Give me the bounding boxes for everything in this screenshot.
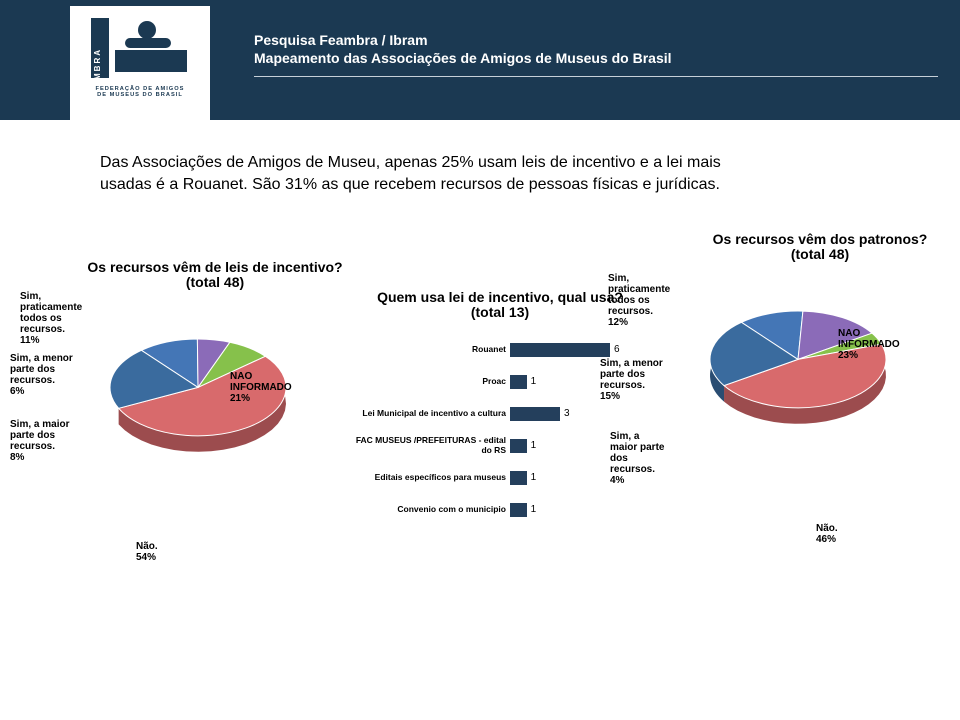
pie-svg bbox=[700, 301, 896, 434]
pie1-title: Os recursos vêm de leis de incentivo? (t… bbox=[60, 260, 370, 291]
pie-slice-label: NAOINFORMADO21% bbox=[230, 371, 292, 404]
bar-row: FAC MUSEUS /PREFEITURAS - edital do RS 1 bbox=[350, 435, 650, 457]
pie2-title: Os recursos vêm dos patronos? (total 48) bbox=[680, 232, 960, 263]
bar bbox=[510, 375, 527, 389]
pie2-title-text: Os recursos vêm dos patronos? bbox=[713, 231, 928, 247]
logo: FEAMBRA FEDERAÇÃO DE AMIGOS DE MUSEUS DO… bbox=[70, 6, 210, 120]
header-divider bbox=[254, 76, 938, 77]
pie-slice-label: Não.46% bbox=[816, 523, 838, 545]
bar-track: 6 bbox=[510, 343, 620, 357]
bar-label: Lei Municipal de incentivo a cultura bbox=[350, 409, 510, 418]
bar-track: 3 bbox=[510, 407, 620, 421]
bar-track: 1 bbox=[510, 471, 620, 485]
pie-slice-label: Sim,praticamentetodos osrecursos.12% bbox=[608, 273, 670, 328]
header-title: Pesquisa Feambra / Ibram Mapeamento das … bbox=[254, 32, 672, 66]
pie-chart-incentivo: Os recursos vêm de leis de incentivo? (t… bbox=[20, 260, 370, 591]
bar bbox=[510, 503, 527, 517]
pie-slice-label: Sim,praticamentetodos osrecursos.11% bbox=[20, 291, 82, 346]
pie-slice-label: Não.54% bbox=[136, 541, 158, 563]
pie-slice-label: Sim, a maiorparte dosrecursos.8% bbox=[10, 419, 69, 463]
pie2-subtitle: (total 48) bbox=[791, 246, 849, 262]
bar-value: 1 bbox=[531, 472, 537, 483]
pie-slice-label: Sim, amaior partedosrecursos.4% bbox=[610, 431, 664, 486]
bar-value: 1 bbox=[531, 440, 537, 451]
bar bbox=[510, 343, 610, 357]
header-line1: Pesquisa Feambra / Ibram bbox=[254, 32, 672, 48]
bar bbox=[510, 471, 527, 485]
pie1-title-text: Os recursos vêm de leis de incentivo? bbox=[87, 259, 342, 275]
main-text: Das Associações de Amigos de Museu, apen… bbox=[100, 152, 721, 195]
pie-slice-label: Sim, a menorparte dosrecursos.15% bbox=[600, 358, 663, 402]
bar-row: Convenio com o municipio 1 bbox=[350, 499, 650, 521]
bar-label: Editais específicos para museus bbox=[350, 473, 510, 482]
pie-slice-label: Sim, a menorparte dosrecursos.6% bbox=[10, 353, 73, 397]
bar-title: Quem usa lei de incentivo, qual usa? (to… bbox=[350, 290, 650, 321]
bar-subtitle: (total 13) bbox=[471, 304, 529, 320]
bar-value: 6 bbox=[614, 344, 620, 355]
bar-value: 1 bbox=[531, 376, 537, 387]
logo-subtitle-2: DE MUSEUS DO BRASIL bbox=[97, 92, 183, 98]
pie-slice-label: NAOINFORMADO23% bbox=[838, 328, 900, 361]
header-line2: Mapeamento das Associações de Amigos de … bbox=[254, 50, 672, 66]
bar-value: 3 bbox=[564, 408, 570, 419]
bar-value: 1 bbox=[531, 504, 537, 515]
bar bbox=[510, 439, 527, 453]
bar-label: Rouanet bbox=[350, 345, 510, 354]
bar-chart-lei: Quem usa lei de incentivo, qual usa? (to… bbox=[350, 290, 650, 531]
main-text-line2: usadas é a Rouanet. São 31% as que receb… bbox=[100, 174, 721, 196]
pie-chart-patronos: Os recursos vêm dos patronos? (total 48)… bbox=[620, 232, 960, 563]
bar-label: Convenio com o municipio bbox=[350, 505, 510, 514]
header-band: FEAMBRA FEDERAÇÃO DE AMIGOS DE MUSEUS DO… bbox=[0, 0, 960, 120]
pie1-subtitle: (total 48) bbox=[186, 274, 244, 290]
bar-row: Lei Municipal de incentivo a cultura 3 bbox=[350, 403, 650, 425]
bar-row: Editais específicos para museus 1 bbox=[350, 467, 650, 489]
bar bbox=[510, 407, 560, 421]
bar-track: 1 bbox=[510, 439, 620, 453]
bar-label: FAC MUSEUS /PREFEITURAS - edital do RS bbox=[350, 436, 510, 455]
svg-text:FEAMBRA: FEAMBRA bbox=[93, 48, 102, 84]
bar-track: 1 bbox=[510, 503, 620, 517]
feambra-logo-icon: FEAMBRA bbox=[85, 12, 195, 84]
main-text-line1: Das Associações de Amigos de Museu, apen… bbox=[100, 152, 721, 174]
bar-label: Proac bbox=[350, 377, 510, 386]
bar-title-text: Quem usa lei de incentivo, qual usa? bbox=[377, 289, 623, 305]
